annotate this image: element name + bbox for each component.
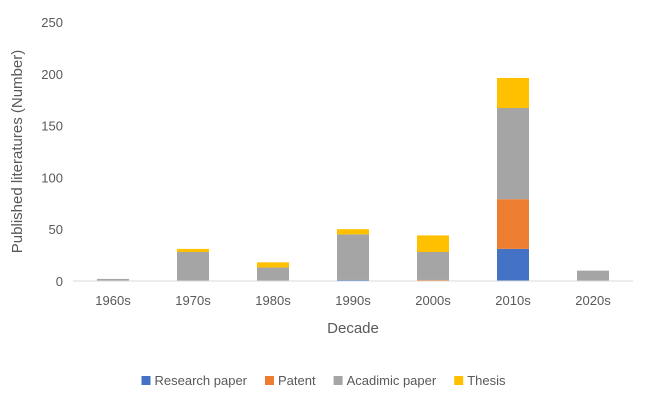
y-tick-label: 0 — [56, 274, 63, 289]
x-tick-label: 2000s — [415, 293, 451, 308]
bar-segment — [497, 248, 529, 281]
y-tick-label: 100 — [41, 170, 63, 185]
bar-segment — [417, 251, 449, 280]
bars — [97, 77, 609, 281]
legend: Research paper Patent Acadimic paper Thesis — [141, 373, 506, 388]
x-axis-title: Decade — [327, 320, 379, 337]
bar-segment — [337, 234, 369, 280]
x-tick-label: 2010s — [495, 293, 531, 308]
x-tick-label: 1970s — [175, 293, 211, 308]
x-tick-label: 2020s — [575, 293, 611, 308]
legend-swatch — [141, 376, 151, 385]
y-tick-label: 150 — [41, 119, 63, 134]
bar-segment — [97, 278, 129, 281]
bar-segment — [337, 279, 369, 281]
bar-segment — [337, 229, 369, 235]
x-axis-ticks: 1960s 1970s 1980s 1990s 2000s 2010s 2020s — [95, 293, 611, 308]
legend-swatch — [454, 376, 464, 385]
bar-segment — [177, 248, 209, 252]
y-axis-title: Published literatures (Number) — [9, 50, 26, 253]
y-tick-label: 200 — [41, 67, 63, 82]
legend-label: Acadimic paper — [347, 373, 437, 388]
y-tick-label: 250 — [41, 15, 63, 30]
x-tick-label: 1960s — [95, 293, 131, 308]
legend-swatch — [333, 376, 343, 385]
legend-swatch — [265, 376, 274, 385]
bar-segment — [257, 262, 289, 268]
y-axis-ticks: 0 50 100 150 200 250 — [41, 15, 63, 289]
bar-segment — [497, 199, 529, 249]
bar-segment — [577, 270, 609, 281]
x-tick-label: 1980s — [255, 293, 291, 308]
bar-segment — [417, 279, 449, 281]
bar-segment — [257, 267, 289, 281]
bar-segment — [497, 107, 529, 200]
x-tick-label: 1990s — [335, 293, 371, 308]
legend-label: Thesis — [467, 373, 506, 388]
bar-segment — [177, 251, 209, 281]
bar-segment — [417, 235, 449, 252]
y-tick-label: 50 — [49, 222, 63, 237]
legend-label: Research paper — [155, 373, 248, 388]
legend-label: Patent — [278, 373, 316, 388]
bar-segment — [497, 77, 529, 108]
